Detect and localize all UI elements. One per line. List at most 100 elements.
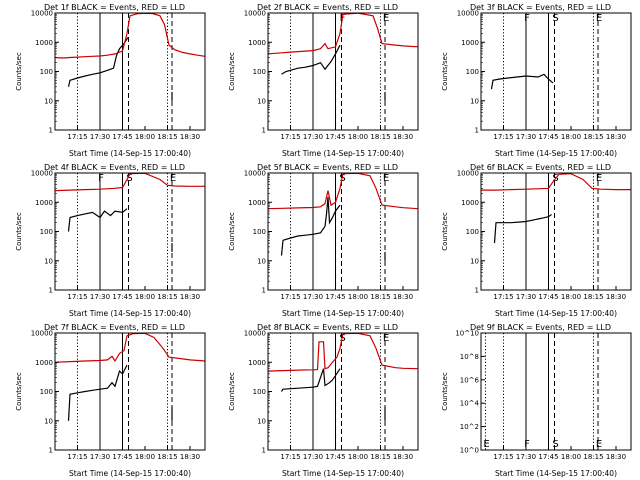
- y-tick-label: 1: [475, 287, 479, 295]
- chart-title: Det 8f BLACK = Events, RED = LLD: [257, 323, 398, 332]
- x-tick-label: 18:00: [348, 453, 368, 461]
- chart-title: Det 5f BLACK = Events, RED = LLD: [257, 163, 398, 172]
- lld-series-line: [267, 12, 419, 55]
- y-tick-label: 10: [44, 417, 53, 425]
- x-tick-label: 17:15: [280, 293, 300, 301]
- chart-panel: Det 4f BLACK = Events, RED = LLD Counts/s…: [15, 163, 206, 318]
- events-series-line: [281, 44, 341, 75]
- chart-panel: Det 2f BLACK = Events, RED = LLD Counts/s…: [228, 3, 419, 158]
- events-series-line: [280, 197, 341, 256]
- y-tick-label: 1000: [35, 39, 53, 47]
- x-tick-label: 18:30: [606, 133, 626, 141]
- x-tick-label: 18:30: [606, 453, 626, 461]
- y-tick-label: 10000: [457, 170, 479, 178]
- x-tick-label: 18:15: [583, 293, 603, 301]
- x-axis-label: Start Time (14-Sep-15 17:00:40): [495, 309, 617, 318]
- events-series-line: [67, 364, 128, 421]
- x-tick-label: 18:30: [393, 293, 413, 301]
- x-tick-label: 17:15: [280, 133, 300, 141]
- x-tick-label: 18:15: [583, 133, 603, 141]
- y-tick-label: 100: [40, 388, 53, 396]
- event-marker-label: F: [524, 13, 530, 24]
- x-tick-label: 17:45: [325, 293, 345, 301]
- y-tick-label: 1000: [248, 39, 266, 47]
- event-marker-label: E: [596, 13, 602, 24]
- x-tick-label: 17:15: [67, 453, 87, 461]
- y-axis-label: Counts/sec: [441, 372, 449, 411]
- event-marker-label: E: [170, 173, 176, 184]
- x-tick-label: 17:30: [303, 453, 323, 461]
- x-axis-label: Start Time (14-Sep-15 17:00:40): [69, 469, 191, 478]
- x-tick-label: 17:30: [303, 293, 323, 301]
- chart-panel: Det 5f BLACK = Events, RED = LLD Counts/s…: [228, 163, 419, 318]
- x-tick-label: 17:15: [493, 133, 513, 141]
- chart-panel: Det 6f BLACK = Events, RED = LLD Counts/s…: [441, 163, 632, 318]
- y-tick-label: 10^8: [460, 353, 479, 361]
- y-axis-label: Counts/sec: [441, 212, 449, 251]
- events-series-line: [280, 368, 341, 392]
- y-tick-label: 10000: [244, 10, 266, 18]
- y-tick-label: 100: [253, 68, 266, 76]
- x-tick-label: 18:30: [606, 293, 626, 301]
- y-tick-label: 1: [262, 447, 266, 455]
- chart-title: Det 2f BLACK = Events, RED = LLD: [257, 3, 398, 12]
- y-axis-label: Counts/sec: [228, 52, 236, 91]
- x-tick-label: 18:15: [157, 453, 177, 461]
- x-tick-label: 17:45: [538, 453, 558, 461]
- chart-title: Det 1f BLACK = Events, RED = LLD: [44, 3, 185, 12]
- x-axis-label: Start Time (14-Sep-15 17:00:40): [69, 149, 191, 158]
- x-tick-label: 18:15: [370, 293, 390, 301]
- y-tick-label: 10: [44, 257, 53, 265]
- event-marker-label: S: [126, 173, 132, 184]
- y-tick-label: 10^10: [455, 330, 479, 338]
- event-marker-label: E: [483, 439, 489, 450]
- chart-title: Det 6f BLACK = Events, RED = LLD: [470, 163, 611, 172]
- y-tick-label: 10^4: [460, 400, 480, 408]
- x-axis-label: Start Time (14-Sep-15 17:00:40): [69, 309, 191, 318]
- y-tick-label: 10000: [244, 170, 266, 178]
- y-tick-label: 100: [466, 68, 479, 76]
- lld-series-line: [54, 172, 205, 192]
- x-tick-label: 17:30: [303, 133, 323, 141]
- x-tick-label: 18:00: [348, 133, 368, 141]
- event-marker-label: E: [383, 173, 389, 184]
- x-tick-label: 18:30: [180, 293, 200, 301]
- x-tick-label: 17:15: [67, 293, 87, 301]
- lld-series-line: [54, 332, 206, 363]
- y-tick-label: 10: [257, 257, 266, 265]
- chart-panel: Det 7f BLACK = Events, RED = LLD Counts/s…: [15, 323, 206, 478]
- x-axis-label: Start Time (14-Sep-15 17:00:40): [495, 469, 617, 478]
- x-axis-label: Start Time (14-Sep-15 17:00:40): [282, 469, 404, 478]
- x-tick-label: 18:00: [561, 453, 581, 461]
- event-marker-label: E: [383, 333, 389, 344]
- y-tick-label: 10000: [457, 10, 479, 18]
- y-tick-label: 1: [49, 287, 53, 295]
- x-tick-label: 18:00: [135, 133, 155, 141]
- x-tick-label: 18:30: [393, 133, 413, 141]
- y-axis-label: Counts/sec: [15, 212, 23, 251]
- y-tick-label: 1: [49, 127, 53, 135]
- y-tick-label: 10: [257, 97, 266, 105]
- x-tick-label: 18:30: [180, 133, 200, 141]
- x-axis-label: Start Time (14-Sep-15 17:00:40): [495, 149, 617, 158]
- chart-title: Det 7f BLACK = Events, RED = LLD: [44, 323, 185, 332]
- x-tick-label: 17:30: [516, 133, 536, 141]
- x-tick-label: 17:45: [538, 293, 558, 301]
- x-tick-label: 18:15: [157, 293, 177, 301]
- x-tick-label: 17:15: [493, 453, 513, 461]
- chart-title: Det 3f BLACK = Events, RED = LLD: [470, 3, 611, 12]
- y-axis-label: Counts/sec: [441, 52, 449, 91]
- x-tick-label: 17:30: [516, 453, 536, 461]
- x-tick-label: 17:30: [90, 133, 110, 141]
- x-tick-label: 18:15: [157, 133, 177, 141]
- y-tick-label: 1000: [461, 39, 479, 47]
- x-tick-label: 17:15: [280, 453, 300, 461]
- event-marker-label: E: [596, 173, 602, 184]
- x-tick-label: 17:45: [112, 453, 132, 461]
- x-tick-label: 18:15: [583, 453, 603, 461]
- y-tick-label: 100: [40, 68, 53, 76]
- x-tick-label: 18:00: [348, 293, 368, 301]
- x-tick-label: 17:45: [112, 293, 132, 301]
- y-tick-label: 10: [44, 97, 53, 105]
